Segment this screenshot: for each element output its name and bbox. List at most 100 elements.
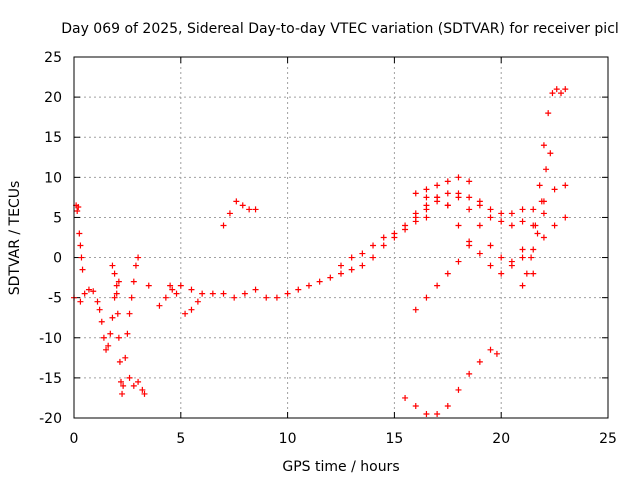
data-point-plus	[444, 270, 451, 277]
data-point-plus	[173, 290, 180, 297]
data-point-plus	[487, 242, 494, 249]
data-point-plus	[305, 282, 312, 289]
data-point-plus	[423, 294, 430, 301]
data-point-plus	[94, 298, 101, 305]
data-point-plus	[370, 242, 377, 249]
data-point-plus	[532, 222, 539, 229]
data-point-plus	[126, 310, 133, 317]
data-point-plus	[124, 330, 131, 337]
data-point-plus	[423, 410, 430, 417]
data-point-plus	[519, 282, 526, 289]
data-point-plus	[545, 110, 552, 117]
y-tick-label: -5	[48, 291, 62, 307]
data-point-plus	[466, 370, 473, 377]
data-point-plus	[540, 142, 547, 149]
data-point-plus	[117, 378, 124, 385]
data-point-plus	[77, 242, 84, 249]
data-point-plus	[120, 382, 127, 389]
data-point-plus	[114, 310, 121, 317]
data-point-plus	[476, 358, 483, 365]
data-markers	[71, 86, 569, 417]
data-point-plus	[167, 282, 174, 289]
data-point-plus	[423, 194, 430, 201]
data-point-plus	[77, 298, 84, 305]
data-point-plus	[530, 246, 537, 253]
data-point-plus	[402, 222, 409, 229]
data-point-plus	[562, 182, 569, 189]
data-point-plus	[402, 394, 409, 401]
x-tick-label: 0	[70, 431, 79, 447]
data-point-plus	[444, 402, 451, 409]
data-point-plus	[220, 290, 227, 297]
data-point-plus	[98, 318, 105, 325]
data-point-plus	[466, 206, 473, 213]
data-point-plus	[194, 298, 201, 305]
y-tick-label: -15	[39, 371, 62, 387]
data-point-plus	[111, 294, 118, 301]
data-point-plus	[455, 386, 462, 393]
data-point-plus	[476, 222, 483, 229]
data-point-plus	[487, 346, 494, 353]
data-point-plus	[109, 314, 116, 321]
data-point-plus	[113, 290, 120, 297]
data-point-plus	[508, 262, 515, 269]
x-tick-label: 10	[279, 431, 297, 447]
data-point-plus	[558, 90, 565, 97]
data-point-plus	[508, 210, 515, 217]
data-point-plus	[543, 166, 550, 173]
data-point-plus	[233, 198, 240, 205]
y-tick-label: 15	[44, 130, 62, 146]
data-point-plus	[523, 270, 530, 277]
x-tick-label: 5	[176, 431, 185, 447]
data-point-plus	[380, 242, 387, 249]
data-point-plus	[530, 206, 537, 213]
x-tick-label: 15	[385, 431, 403, 447]
data-point-plus	[487, 262, 494, 269]
data-point-plus	[551, 222, 558, 229]
plot-frame	[73, 56, 609, 419]
data-point-plus	[519, 246, 526, 253]
data-point-plus	[115, 278, 122, 285]
data-point-plus	[534, 230, 541, 237]
data-point-plus	[145, 282, 152, 289]
data-point-plus	[199, 290, 206, 297]
data-point-plus	[423, 206, 430, 213]
data-point-plus	[455, 258, 462, 265]
data-point-plus	[551, 186, 558, 193]
data-point-plus	[466, 178, 473, 185]
data-point-plus	[498, 210, 505, 217]
data-point-plus	[96, 306, 103, 313]
data-point-plus	[139, 386, 146, 393]
data-point-plus	[252, 286, 259, 293]
data-point-plus	[169, 286, 176, 293]
data-point-plus	[553, 86, 560, 93]
data-point-plus	[220, 222, 227, 229]
data-point-plus	[130, 278, 137, 285]
data-point-plus	[130, 382, 137, 389]
data-point-plus	[412, 306, 419, 313]
data-point-plus	[103, 346, 110, 353]
x-axis-label: GPS time / hours	[282, 459, 399, 475]
data-point-plus	[444, 190, 451, 197]
y-axis-label: SDTVAR / TECUs	[7, 181, 23, 296]
data-point-plus	[380, 234, 387, 241]
data-point-plus	[391, 230, 398, 237]
data-point-plus	[263, 294, 270, 301]
data-point-plus	[100, 334, 107, 341]
data-point-plus	[126, 374, 133, 381]
data-point-plus	[273, 294, 280, 301]
y-tick-label: 0	[53, 251, 62, 267]
data-point-plus	[135, 378, 142, 385]
x-tick-label: 25	[599, 431, 617, 447]
data-point-plus	[487, 214, 494, 221]
y-tick-label: -10	[39, 331, 62, 347]
data-point-plus	[338, 270, 344, 277]
data-point-plus	[111, 270, 118, 277]
data-point-plus	[85, 286, 92, 293]
data-point-plus	[182, 310, 189, 317]
data-point-plus	[536, 182, 543, 189]
y-tick-label: 5	[53, 210, 62, 226]
data-point-plus	[226, 210, 233, 217]
y-tick-label: 25	[44, 50, 62, 66]
data-point-plus	[128, 294, 135, 301]
